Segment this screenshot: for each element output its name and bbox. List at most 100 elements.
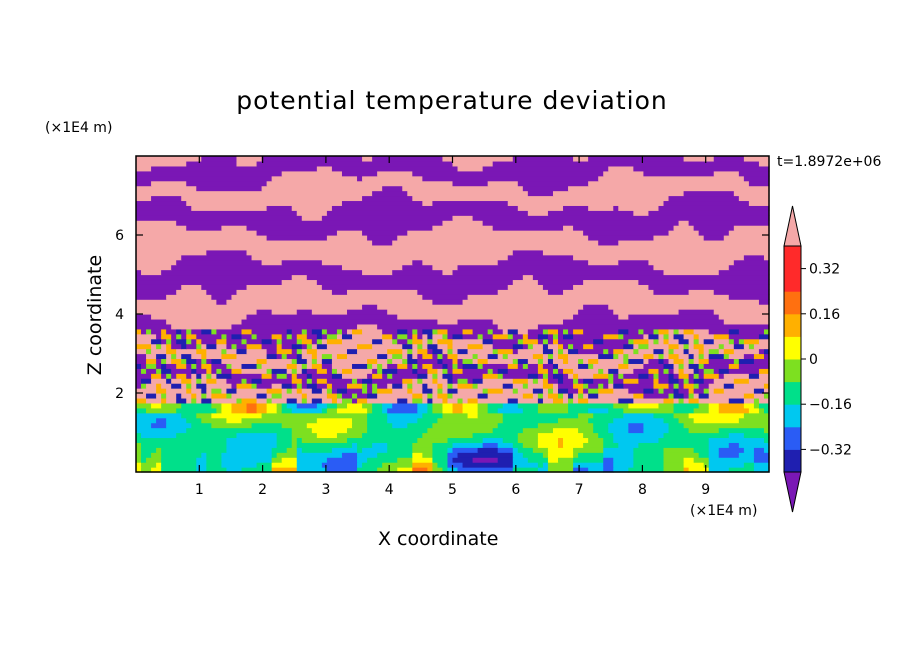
field-cell xyxy=(653,235,705,241)
field-cell xyxy=(648,373,655,379)
field-cell xyxy=(341,393,353,399)
field-cell xyxy=(372,402,383,409)
field-cell xyxy=(171,358,182,364)
field-cell xyxy=(417,378,423,384)
field-cell xyxy=(743,343,750,350)
field-cell xyxy=(658,388,665,394)
field-cell xyxy=(326,333,338,340)
field-cell xyxy=(447,333,454,340)
field-cell xyxy=(738,417,770,424)
field-cell xyxy=(402,348,408,355)
field-cell xyxy=(347,328,353,335)
field-cell xyxy=(613,457,634,463)
field-cell xyxy=(638,343,650,350)
field-cell xyxy=(542,452,549,458)
field-cell xyxy=(763,383,770,389)
field-cell xyxy=(221,407,233,414)
field-cell xyxy=(748,407,760,414)
field-cell xyxy=(236,160,258,167)
field-cell xyxy=(136,299,217,305)
field-cell xyxy=(432,225,494,231)
field-cell xyxy=(708,452,720,458)
field-cell xyxy=(658,328,670,335)
field-cell xyxy=(367,383,373,389)
field-cell xyxy=(241,318,439,325)
field-cell xyxy=(482,165,609,172)
field-cell xyxy=(271,368,288,374)
field-cell xyxy=(598,432,614,439)
field-cell xyxy=(181,358,187,364)
field-cell xyxy=(603,437,614,443)
field-cell xyxy=(166,343,172,350)
field-cell xyxy=(226,447,273,453)
field-cell xyxy=(186,383,192,389)
field-cell xyxy=(331,353,338,360)
field-cell xyxy=(226,338,243,345)
field-cell xyxy=(276,373,288,379)
field-cell xyxy=(668,328,675,335)
field-cell xyxy=(296,457,328,463)
field-cell xyxy=(216,338,228,345)
field-cell xyxy=(728,230,770,236)
field-cell xyxy=(507,353,534,360)
field-cell xyxy=(447,378,454,384)
field-cell xyxy=(688,358,695,364)
field-cell xyxy=(738,170,770,177)
field-cell xyxy=(397,457,413,463)
field-cell xyxy=(301,328,308,335)
field-cell xyxy=(658,358,665,364)
field-cell xyxy=(653,378,660,384)
field-cell xyxy=(688,378,695,384)
field-cell xyxy=(191,328,202,335)
field-cell xyxy=(578,363,589,369)
field-cell xyxy=(573,368,599,374)
field-cell xyxy=(191,363,197,369)
field-cell xyxy=(156,393,162,399)
field-cell xyxy=(372,190,408,197)
field-cell xyxy=(226,333,233,340)
field-cell xyxy=(432,422,499,429)
field-cell xyxy=(552,353,559,360)
field-cell xyxy=(196,363,202,369)
field-cell xyxy=(136,412,182,419)
field-cell xyxy=(382,402,393,409)
field-cell xyxy=(688,348,700,355)
field-cell xyxy=(547,368,554,374)
field-cell xyxy=(216,328,243,335)
field-cell xyxy=(673,368,680,374)
field-cell xyxy=(316,165,333,172)
field-cell xyxy=(151,328,162,335)
field-cell xyxy=(683,363,690,369)
field-cell xyxy=(733,259,770,266)
field-cell xyxy=(367,427,428,434)
field-cell xyxy=(211,412,263,419)
field-cell xyxy=(668,358,675,364)
field-cell xyxy=(171,323,233,330)
field-cell xyxy=(362,269,393,276)
field-cell xyxy=(763,447,770,453)
field-cell xyxy=(427,427,494,434)
field-cell xyxy=(452,457,474,463)
field-cell xyxy=(447,383,454,389)
field-cell xyxy=(658,353,665,360)
field-cell xyxy=(362,383,368,389)
field-cell xyxy=(588,259,619,266)
field-cell xyxy=(432,348,444,355)
field-cell xyxy=(693,338,700,345)
field-cell xyxy=(286,447,298,453)
field-cell xyxy=(206,353,223,360)
field-cell xyxy=(387,442,413,448)
field-cell xyxy=(281,422,308,429)
field-cell xyxy=(211,294,233,300)
field-cell xyxy=(542,462,549,468)
field-cell xyxy=(211,402,223,409)
field-cell xyxy=(161,269,363,276)
field-cell xyxy=(407,333,413,340)
field-cell xyxy=(161,328,167,335)
field-cell xyxy=(547,343,559,350)
field-cell xyxy=(271,452,278,458)
field-cell xyxy=(497,442,514,448)
field-cell xyxy=(331,368,338,374)
field-cell xyxy=(291,442,298,448)
field-cell xyxy=(678,368,685,374)
